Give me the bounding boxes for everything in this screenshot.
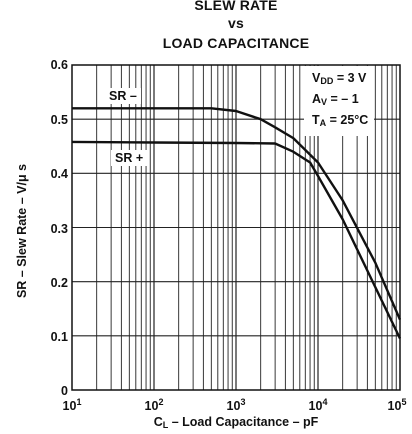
condition-vdd: VDD = 3 V <box>312 69 368 90</box>
condition-av: AV = – 1 <box>312 90 368 111</box>
av-subscript: V <box>321 97 328 107</box>
x-tick-base: 10 <box>226 399 241 413</box>
x-tick-exponent: 2 <box>158 397 164 407</box>
y-tick-label: 0.5 <box>50 113 68 127</box>
chart-title-line2: vs <box>228 15 244 31</box>
x-tick-exponent: 1 <box>76 397 82 407</box>
x-tick-exponent: 4 <box>322 397 328 407</box>
test-conditions: VDD = 3 V AV = – 1 TA = 25°C <box>304 66 375 136</box>
y-tick-label: 0.1 <box>50 330 68 344</box>
y-tick-label: 0.3 <box>50 222 68 236</box>
x-axis-label-subscript: L <box>162 420 169 430</box>
y-tick-label: 0 <box>61 384 68 398</box>
series-line-sr-minus <box>72 107 402 321</box>
series-line-sr-plus <box>71 140 402 340</box>
vdd-value: = 3 V <box>333 71 367 85</box>
x-axis-label: CL – Load Capacitance – pF <box>72 415 400 430</box>
x-tick-label: 103 <box>216 397 256 413</box>
chart-series-layer <box>71 107 402 340</box>
condition-ta: TA = 25°C <box>312 111 368 132</box>
x-tick-exponent: 3 <box>240 397 246 407</box>
x-tick-label: 104 <box>298 397 338 413</box>
y-axis-label: SR – Slew Rate – V/μ s <box>15 163 29 299</box>
x-tick-label: 102 <box>134 397 174 413</box>
y-tick-label: 0.4 <box>50 167 68 181</box>
chart-title-line3: LOAD CAPACITANCE <box>162 35 310 51</box>
vdd-symbol: V <box>312 71 321 85</box>
x-tick-base: 10 <box>62 399 77 413</box>
series-label-sr-plus: SR + <box>111 150 148 166</box>
ta-subscript: A <box>319 118 327 128</box>
chart-title-line1: SLEW RATE <box>194 0 278 13</box>
x-tick-exponent: 5 <box>401 397 407 407</box>
ta-value: = 25°C <box>326 113 369 127</box>
vdd-subscript: DD <box>320 76 334 86</box>
x-axis-label-rest: – Load Capacitance – pF <box>168 415 319 429</box>
x-tick-label: 101 <box>52 397 92 413</box>
x-tick-base: 10 <box>387 399 402 413</box>
av-value: = – 1 <box>327 92 359 106</box>
ta-symbol: T <box>312 113 320 127</box>
x-axis-label-prefix: C <box>153 415 163 429</box>
series-label-sr-minus: SR – <box>105 88 141 104</box>
av-symbol: A <box>312 92 322 106</box>
x-tick-base: 10 <box>144 399 159 413</box>
x-tick-label: 105 <box>377 397 412 413</box>
plot-frame <box>71 64 401 391</box>
y-tick-label: 0.6 <box>50 58 68 72</box>
x-tick-base: 10 <box>308 399 323 413</box>
y-tick-label: 0.2 <box>50 276 68 290</box>
